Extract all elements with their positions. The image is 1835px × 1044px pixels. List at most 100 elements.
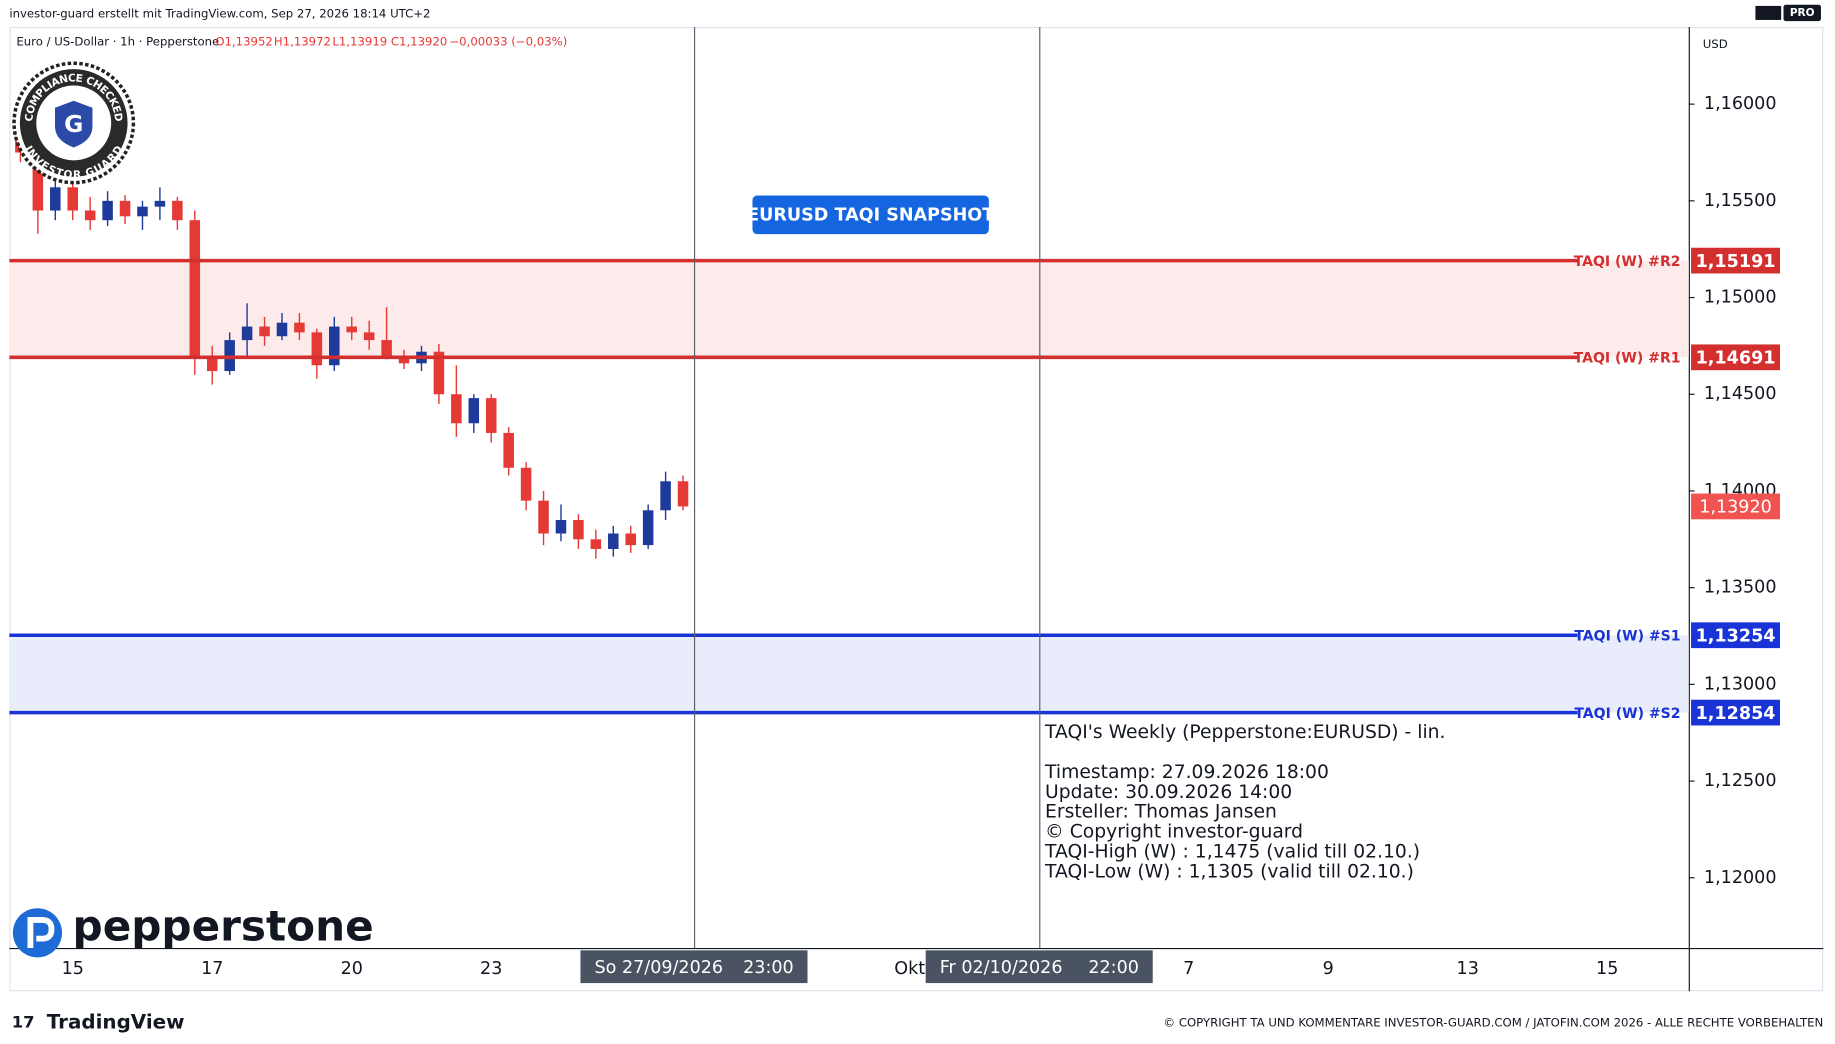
level-badge: [1691, 622, 1780, 649]
broker-logo-p: [27, 916, 55, 948]
ohlc-value: L1,13919: [332, 35, 387, 49]
candle-body: [84, 210, 96, 221]
y-tick-label: 1,16000: [1704, 94, 1777, 114]
candle-body: [346, 326, 357, 333]
candle-body: [50, 187, 61, 211]
y-tick-label: 1,14500: [1704, 384, 1777, 404]
candle-body: [590, 539, 602, 549]
note-line: © Copyright investor-guard: [1045, 822, 1303, 843]
note-line: TAQI's Weekly (Pepperstone:EURUSD) - lin…: [1044, 722, 1445, 743]
footer-brand: TradingView: [47, 1010, 185, 1033]
broker-logo-mark: [12, 908, 63, 958]
x-tick-label: 7: [1183, 959, 1194, 979]
time-badge-time: 23:00: [743, 958, 794, 978]
x-tick-label: 17: [201, 959, 223, 979]
candle-body: [503, 432, 514, 468]
time-badge: [580, 950, 808, 984]
candle-body: [67, 187, 78, 211]
seal-shield: [55, 100, 93, 148]
chart-frame: [9, 26, 1824, 992]
note-line: TAQI-High (W) : 1,1475 (valid till 02.10…: [1044, 842, 1420, 863]
footer: 17 TradingView © COPYRIGHT TA UND KOMMEN…: [12, 1010, 1824, 1033]
tv-pro-logo: PRO: [1755, 4, 1821, 22]
currency: USD: [1703, 37, 1728, 51]
level-value-label: 1,15191: [1696, 252, 1776, 272]
note-line: Timestamp: 27.09.2026 18:00: [1044, 762, 1329, 783]
x-tick-label: 15: [1596, 959, 1618, 979]
y-tick-label: 1,15000: [1704, 288, 1777, 308]
note-line: Ersteller: Thomas Jansen: [1045, 802, 1277, 823]
x-tick-label: 23: [480, 959, 502, 979]
candle-body: [32, 152, 44, 211]
ohlc-value: −0,00033 (−0,03%): [449, 35, 567, 49]
tv-logo-mark: [1755, 5, 1782, 20]
candle-body: [485, 398, 497, 433]
y-tick-label: 1,13000: [1704, 674, 1777, 694]
zone: [9, 635, 1689, 713]
ohlc-value: H1,13972: [274, 35, 331, 49]
candle-body: [625, 533, 636, 546]
level-value-label: 1,13254: [1696, 626, 1776, 646]
time-badges: So 27/09/2026 23:00 Fr 02/10/2026 22:00: [580, 950, 1153, 984]
zone: [9, 260, 1689, 358]
last-price-label: 1,13920: [1699, 498, 1772, 518]
level-badge: [1691, 344, 1780, 371]
candle-body: [311, 332, 323, 366]
y-tick-label: 1,15500: [1704, 191, 1777, 211]
candle-body: [677, 481, 689, 507]
candle-body: [608, 533, 619, 549]
time-badge-date: So 27/09/2026: [595, 958, 724, 978]
pro-text: PRO: [1790, 7, 1815, 19]
plot-area: [9, 111, 1689, 715]
candle-body: [363, 332, 375, 341]
footer-copyright: © COPYRIGHT TA UND KOMMENTARE INVESTOR-G…: [1163, 1015, 1823, 1029]
x-tick-label: 20: [341, 959, 363, 979]
candle-body: [137, 206, 148, 217]
pro-badge: [1783, 4, 1821, 22]
candle-body: [294, 322, 305, 333]
candle-body: [206, 355, 218, 372]
x-tick-label: 13: [1457, 959, 1479, 979]
level-value-label: 1,12854: [1696, 704, 1776, 724]
x-tick-label: 15: [62, 959, 84, 979]
note-line: Update: 30.09.2026 14:00: [1045, 782, 1292, 803]
ohlc-value: C1,13920: [391, 35, 448, 49]
candle-body: [520, 467, 532, 501]
candle-body: [433, 351, 445, 395]
candle-body: [660, 481, 671, 511]
time-badge: [925, 950, 1153, 984]
candle-body: [538, 500, 549, 534]
seal: COMPLIANCE CHECKED INVESTOR GUARD G: [12, 61, 136, 185]
note-line: TAQI-Low (W) : 1,1305 (valid till 02.10.…: [1044, 861, 1414, 882]
level-badge: [1691, 247, 1780, 274]
time-badge-date: Fr 02/10/2026: [940, 958, 1063, 978]
seal-letter: G: [64, 110, 83, 138]
symbol-info: Euro / US-Dollar · 1h · Pepperstone: [16, 35, 219, 49]
y-tick-label: 1,12500: [1704, 771, 1777, 791]
candle-body: [172, 200, 183, 221]
candle-body: [119, 200, 131, 217]
candle-body: [398, 355, 410, 364]
level-name: TAQI (W) #R1: [1574, 350, 1681, 366]
annotation-box: [752, 195, 989, 235]
y-tick-label: 1,13500: [1704, 578, 1777, 598]
annotation-text: EURUSD TAQI SNAPSHOT: [747, 205, 994, 225]
level-badge: [1691, 699, 1780, 726]
level-name: TAQI (W) #R2: [1574, 254, 1681, 270]
ohlc-value: O1,13952: [215, 35, 273, 49]
candle-body: [102, 200, 113, 221]
notes: TAQI's Weekly (Pepperstone:EURUSD) - lin…: [1044, 722, 1445, 882]
level-value-label: 1,14691: [1696, 348, 1776, 368]
ohlc-legend: O1,13952 H1,13972 L1,13919 C1,13920 −0,00033…: [215, 35, 567, 49]
candle-body: [241, 326, 253, 341]
candle-body: [642, 510, 654, 546]
candle-body: [276, 322, 288, 337]
candle-body: [189, 220, 201, 356]
header-title: investor-guard erstellt mit TradingView.…: [9, 7, 430, 21]
candle-body: [451, 394, 462, 424]
x-tick-label: 9: [1323, 959, 1334, 979]
